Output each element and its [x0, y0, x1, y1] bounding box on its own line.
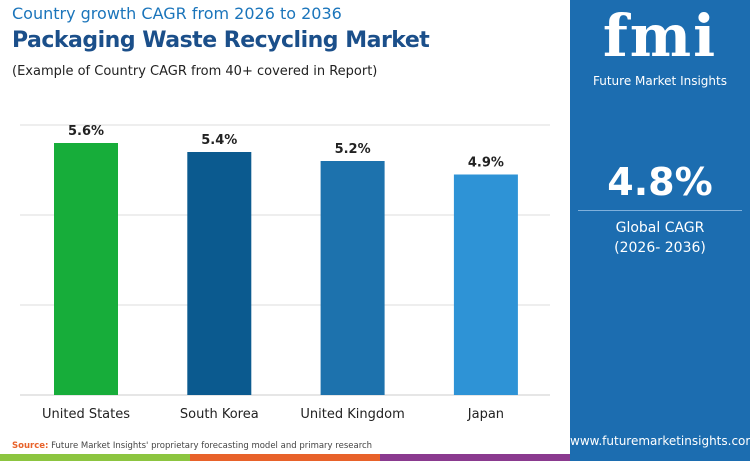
global-cagr-label: Global CAGR (2026- 2036): [614, 220, 706, 256]
bar-united-kingdom: [320, 161, 385, 395]
bar-united-states: [54, 143, 118, 395]
color-strip-orange: [190, 454, 380, 461]
logo-subtitle: Future Market Insights: [592, 74, 727, 88]
divider: [578, 210, 742, 211]
category-label: South Korea: [180, 407, 259, 422]
data-label: 5.2%: [335, 142, 371, 157]
color-strip-purple: [380, 454, 570, 461]
source-note: Source: Future Market Insights' propriet…: [12, 441, 373, 451]
global-cagr-value: 4.8%: [607, 160, 713, 204]
data-label: 5.4%: [201, 133, 237, 148]
data-label: 4.9%: [468, 156, 504, 171]
chart-title: Packaging Waste Recycling Market: [12, 28, 430, 53]
category-label: Japan: [467, 407, 504, 422]
website-link[interactable]: www.futuremarketinsights.com: [570, 434, 750, 448]
data-label: 5.6%: [68, 124, 104, 139]
category-label: United Kingdom: [300, 407, 404, 422]
subtitle: (Example of Country CAGR from 40+ covere…: [12, 64, 378, 79]
side-panel: fmi Future Market Insights 4.8% Global C…: [570, 0, 750, 461]
color-strip-green: [0, 454, 190, 461]
fmi-logo: fmi: [602, 2, 718, 70]
bar-japan: [453, 174, 518, 395]
supertitle: Country growth CAGR from 2026 to 2036: [12, 4, 342, 23]
bar-chart: 5.6% United States 5.4% South Korea 5.2% Unit…: [20, 124, 550, 422]
category-label: United States: [42, 407, 130, 422]
bar-south-korea: [187, 152, 252, 395]
